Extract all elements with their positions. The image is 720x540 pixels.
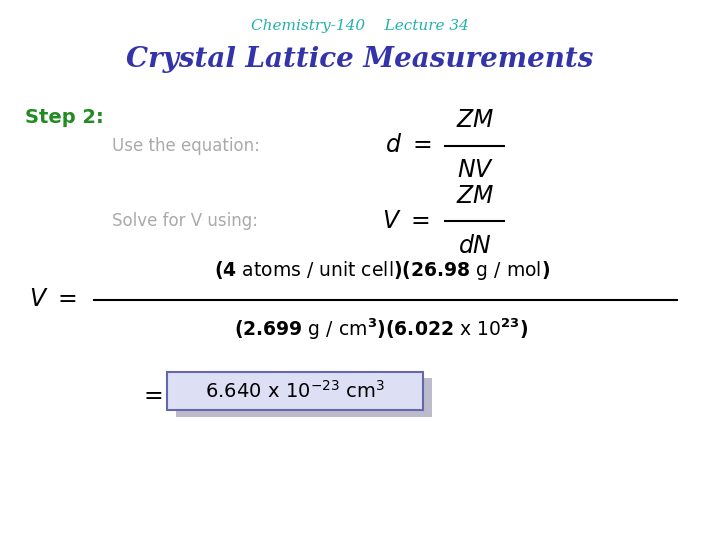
Text: Use the equation:: Use the equation:: [112, 137, 259, 155]
Text: Crystal Lattice Measurements: Crystal Lattice Measurements: [126, 46, 594, 73]
Text: $\mathbf{(4\ \mathrm{atoms\ /\ unit\ cell})(26.98\ \mathrm{g\ /\ mol})}$: $\mathbf{(4\ \mathrm{atoms\ /\ unit\ cel…: [214, 259, 549, 282]
Text: $\mathbf{\mathit{ZM}}$: $\mathbf{\mathit{ZM}}$: [456, 109, 495, 132]
Text: $V\ =$: $V\ =$: [29, 288, 76, 311]
Text: $V\ =$: $V\ =$: [382, 210, 429, 233]
Text: $\mathbf{\mathit{dN}}$: $\mathbf{\mathit{dN}}$: [458, 235, 492, 258]
FancyBboxPatch shape: [176, 378, 432, 417]
Text: Step 2:: Step 2:: [25, 108, 104, 127]
FancyBboxPatch shape: [167, 372, 423, 410]
Text: $\mathbf{(2.699\ \mathrm{g\ /\ cm}^3)(6.022\ \mathrm{x\ 10}^{23})}$: $\mathbf{(2.699\ \mathrm{g\ /\ cm}^3)(6.…: [235, 317, 528, 342]
Text: Chemistry-140    Lecture 34: Chemistry-140 Lecture 34: [251, 19, 469, 33]
Text: $\mathbf{\mathit{ZM}}$: $\mathbf{\mathit{ZM}}$: [456, 185, 495, 208]
Text: $=$: $=$: [139, 383, 163, 406]
Text: $\mathbf{\mathit{NV}}$: $\mathbf{\mathit{NV}}$: [456, 159, 494, 183]
Text: $6.640\ \mathrm{x}\ 10^{-23}\ \mathrm{cm}^3$: $6.640\ \mathrm{x}\ 10^{-23}\ \mathrm{cm…: [205, 380, 385, 402]
Text: Solve for V using:: Solve for V using:: [112, 212, 258, 231]
Text: $d\ =$: $d\ =$: [385, 134, 432, 157]
